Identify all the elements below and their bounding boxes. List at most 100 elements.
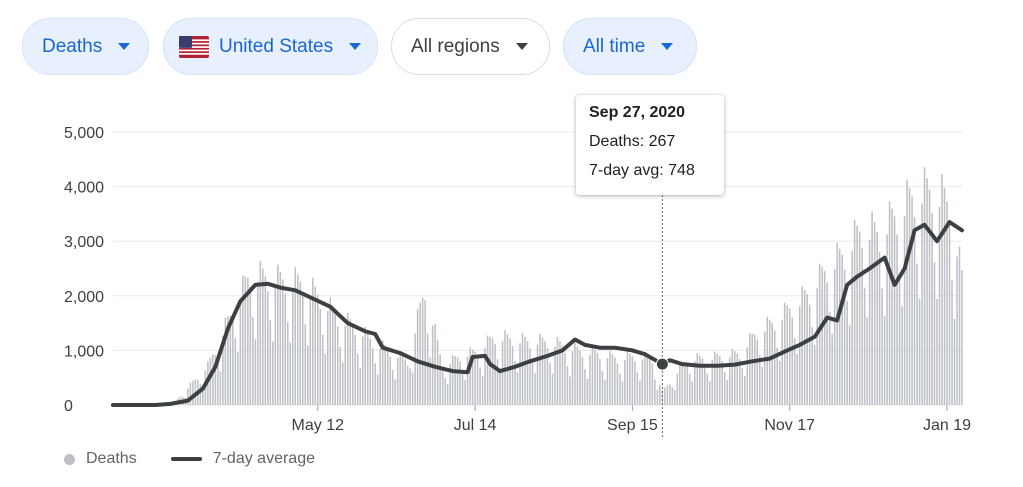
deaths-bar [719,356,721,405]
deaths-bar [244,276,247,405]
deaths-bar [763,331,766,405]
deaths-bar [361,336,364,405]
deaths-bar [636,372,639,405]
deaths-bar [489,336,491,405]
deaths-bar [676,373,679,405]
deaths-bar [434,323,436,405]
deaths-bar [788,308,791,405]
deaths-bar [721,361,724,405]
deaths-bar [294,267,297,405]
deaths-bar [918,298,921,405]
deaths-bar [302,295,304,405]
deaths-bar [903,216,906,405]
hover-cursor [655,195,669,437]
deaths-bar [346,312,349,405]
deaths-bar [644,351,646,405]
deaths-bar [401,355,404,405]
chart-tooltip: Sep 27, 2020 Deaths: 267 7-day avg: 748 [576,95,724,195]
deaths-bar [404,359,406,405]
deaths-bar [641,359,644,405]
deaths-bar [406,365,409,405]
deaths-legend-dot-icon [64,453,75,465]
y-tick-label: 1,000 [64,343,104,360]
deaths-bar [634,361,636,405]
deaths-bar [689,373,691,405]
deaths-bar [556,337,559,405]
deaths-bar [234,338,237,405]
deaths-bar [551,373,554,405]
deaths-bar [471,349,474,405]
deaths-bar [439,354,441,405]
deaths-bar [284,293,287,405]
deaths-bar [262,268,264,405]
metric-dropdown[interactable]: Deaths [22,18,149,75]
deaths-bar [242,275,244,405]
deaths-bar [948,225,951,405]
deaths-bar [376,374,379,405]
deaths-bar [881,288,883,405]
y-tick-label: 2,000 [64,289,104,306]
deaths-bar [838,248,841,405]
deaths-bar [394,379,396,405]
deaths-bar [539,334,541,405]
deaths-bar [189,382,192,405]
deaths-bar [594,349,596,405]
deaths-bar [516,372,519,405]
deaths-bar [514,361,516,405]
deaths-bar [873,221,876,405]
deaths-bar [282,279,284,405]
deaths-bar [549,362,551,405]
x-tick-label: May 12 [292,417,345,434]
region-dropdown[interactable]: All regions [391,18,550,75]
deaths-bar [941,174,943,405]
deaths-bar [639,380,641,405]
deaths-bar [329,297,332,405]
deaths-bar [783,302,786,405]
deaths-bar [311,277,314,405]
deaths-bar [466,356,469,405]
deaths-bar [956,256,958,405]
deaths-bar [536,344,539,405]
deaths-bar [571,351,574,405]
deaths-bar [736,353,739,405]
deaths-bar [344,325,346,405]
deaths-bar [324,353,327,405]
deaths-bar [883,316,886,405]
deaths-bar [369,339,371,405]
deaths-bar [821,267,823,405]
x-tick-label: Nov 17 [764,417,815,434]
deaths-bar [773,330,776,405]
deaths-bar [526,340,529,405]
deaths-bar [519,343,521,405]
deaths-bar [479,367,481,405]
deaths-bar [768,319,771,405]
deaths-bar [761,366,764,405]
deaths-bar [916,263,918,405]
deaths-bar [928,189,931,405]
deaths-bar [714,351,716,405]
country-dropdown[interactable]: United States [163,18,378,75]
deaths-bar [436,339,439,405]
deaths-bar [524,336,526,405]
deaths-bar [396,357,399,405]
deaths-bar [187,388,189,405]
deaths-bar [546,348,549,405]
time-range-dropdown[interactable]: All time [563,18,697,75]
deaths-bar [716,353,719,405]
deaths-bar [729,357,731,405]
highlight-point [655,357,669,371]
seven-day-average-line [111,220,964,407]
deaths-bar [366,333,369,405]
deaths-bar [267,291,269,405]
deaths-bar [237,352,239,405]
deaths-bar [504,330,506,405]
deaths-bar [866,317,868,405]
deaths-bar [272,341,274,405]
x-tick-label: Sep 15 [607,417,658,434]
deaths-bar [731,348,734,405]
deaths-bar [461,371,464,405]
tooltip-average: 7-day avg: 748 [589,162,695,179]
deaths-bar [426,333,429,405]
deaths-bar [756,339,759,405]
